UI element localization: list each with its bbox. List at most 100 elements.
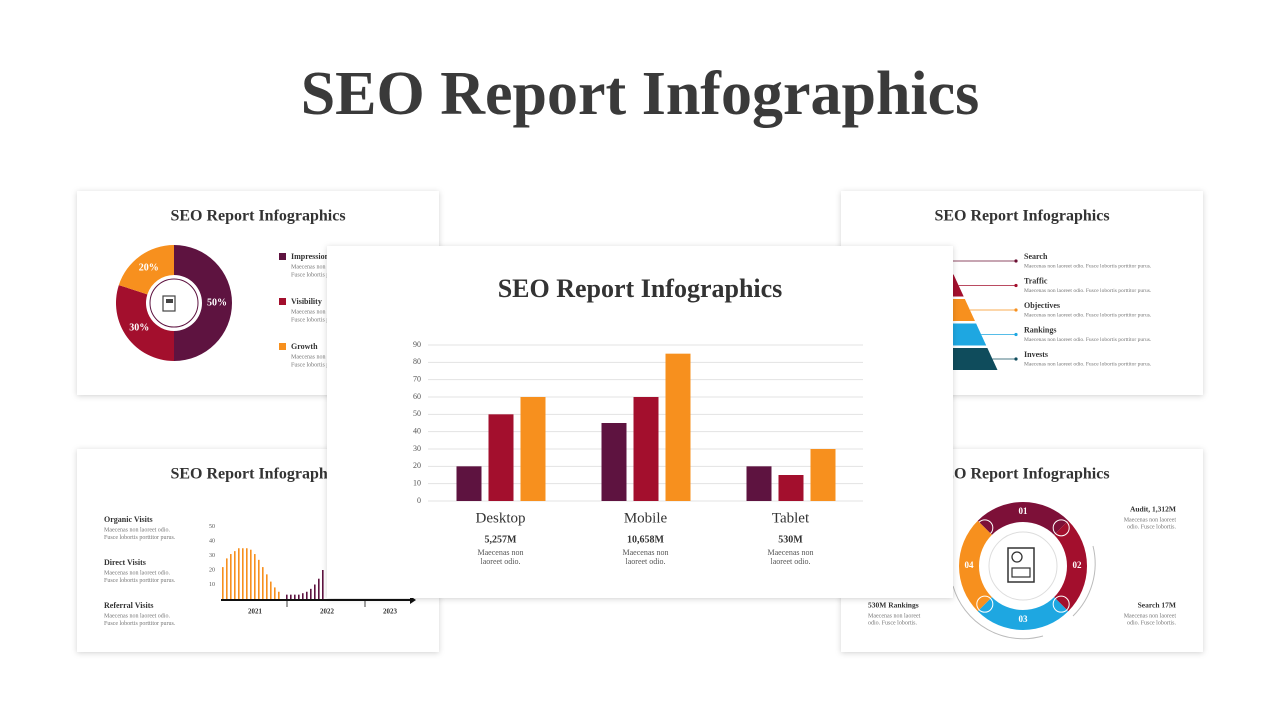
callout-text: Maecenas non laoreet [1124,613,1177,619]
donut-slice [116,285,174,361]
bar [266,574,268,599]
category-note: Maecenas non [623,548,669,557]
bar [294,594,296,599]
donut-slice [174,245,232,361]
connector-dot [1014,357,1018,361]
y-tick-label: 50 [209,524,215,530]
category-label: Tablet [772,510,810,526]
category-total: 5,257M [485,534,518,545]
connector-dot [1014,283,1018,288]
bar [246,548,248,599]
legend-text: Maecenas non laoreet odio. [104,527,170,533]
bar [633,397,659,501]
bar [298,594,300,599]
item-label: Search [1024,252,1048,261]
item-text: Maecenas non laoreet odio. Fusce loborti… [1024,263,1152,269]
year-label: 2022 [320,608,335,616]
category-label: Mobile [624,510,668,526]
doc-icon [1011,551,1023,563]
category-total: 10,658M [627,534,665,545]
legend-text: Fusce lobortis porttitor purus. [104,578,176,584]
y-tick-label: 70 [413,374,421,383]
category-note: laoreet odio. [481,557,521,566]
y-tick-label: 50 [413,409,421,418]
legend-text: Maecenas non laoreet odio. [104,570,170,576]
y-tick-label: 40 [209,538,215,544]
slide-title: SEO Report Infographics [170,208,345,225]
outer-arc [1072,545,1096,617]
legend-swatch [279,343,286,350]
bar [242,548,244,599]
legend-text: Fusce lobortis porttitor purus. [104,535,176,541]
item-text: Maecenas non laoreet odio. Fusce loborti… [1024,361,1152,367]
bar [238,548,240,599]
bar [258,559,260,599]
slide-title: SEO Report Infographics [934,466,1109,483]
step-icon [976,595,994,613]
legend-label: Organic Visits [104,515,153,524]
legend-label: Impressions [291,252,332,261]
legend-label: Referral Visits [104,601,154,610]
step-label: 02 [1073,560,1083,570]
cycle-segment [1054,520,1088,612]
step-label: 01 [1019,506,1029,516]
bar [230,554,232,599]
bar [665,353,691,501]
legend-text: Maecenas non laoreet odio. [104,613,170,619]
cycle-segment [977,501,1069,535]
bar [262,567,264,599]
legend-swatch [279,253,286,260]
y-tick-label: 30 [413,444,421,453]
bar [456,466,482,501]
callout-text: Maecenas non laoreet [1124,517,1177,523]
legend-text: Maecenas non laoreet odio. [291,309,357,315]
y-tick-label: 80 [413,357,421,366]
cycle-segment [977,597,1069,630]
category-note: Maecenas non [768,548,814,557]
bar [302,593,304,599]
item-label: Invests [1024,350,1048,359]
bar [250,549,252,599]
category-note: Maecenas non [478,548,524,557]
callout-text: odio. Fusce lobortis. [1127,620,1176,626]
legend-label: Growth [291,342,318,351]
bar [290,594,292,599]
category-label: Desktop [476,510,526,526]
category-note: laoreet odio. [626,557,666,566]
bar [318,578,320,599]
item-text: Maecenas non laoreet odio. Fusce loborti… [1024,288,1152,294]
cycle-center-ring [988,531,1058,601]
donut-slice [118,245,174,295]
step-label: 04 [965,560,975,570]
y-tick-label: 30 [209,553,215,559]
slide-title: SEO Report Infographics [170,466,345,483]
callout-text: odio. Fusce lobortis. [868,620,917,626]
bar [322,570,324,599]
callout-label: 530M Rankings [868,601,919,610]
callout-label: Search 17M [1138,601,1176,610]
y-tick-label: 0 [417,496,421,505]
bar [520,397,546,501]
legend-text: Fusce lobortis porttitor purus. [291,362,363,368]
bar [314,584,316,599]
bar [810,449,836,501]
bar [488,414,514,501]
category-note: laoreet odio. [771,557,811,566]
legend-text: Fusce lobortis porttitor purus. [291,272,363,278]
connector-dot [1014,259,1018,263]
bar [746,466,772,501]
connector-dot [1014,308,1018,312]
icon [166,299,173,303]
icon [162,295,176,312]
callout-text: Maecenas non laoreet [868,613,921,619]
callout-text: odio. Fusce lobortis. [1127,524,1176,530]
y-tick-label: 60 [413,392,421,401]
item-label: Traffic [1024,276,1048,285]
y-tick-label: 10 [209,582,215,588]
legend-swatch [279,298,286,305]
bar [310,588,312,599]
callout-label: Audit, 1,312M [1130,505,1176,514]
bar [286,594,288,599]
